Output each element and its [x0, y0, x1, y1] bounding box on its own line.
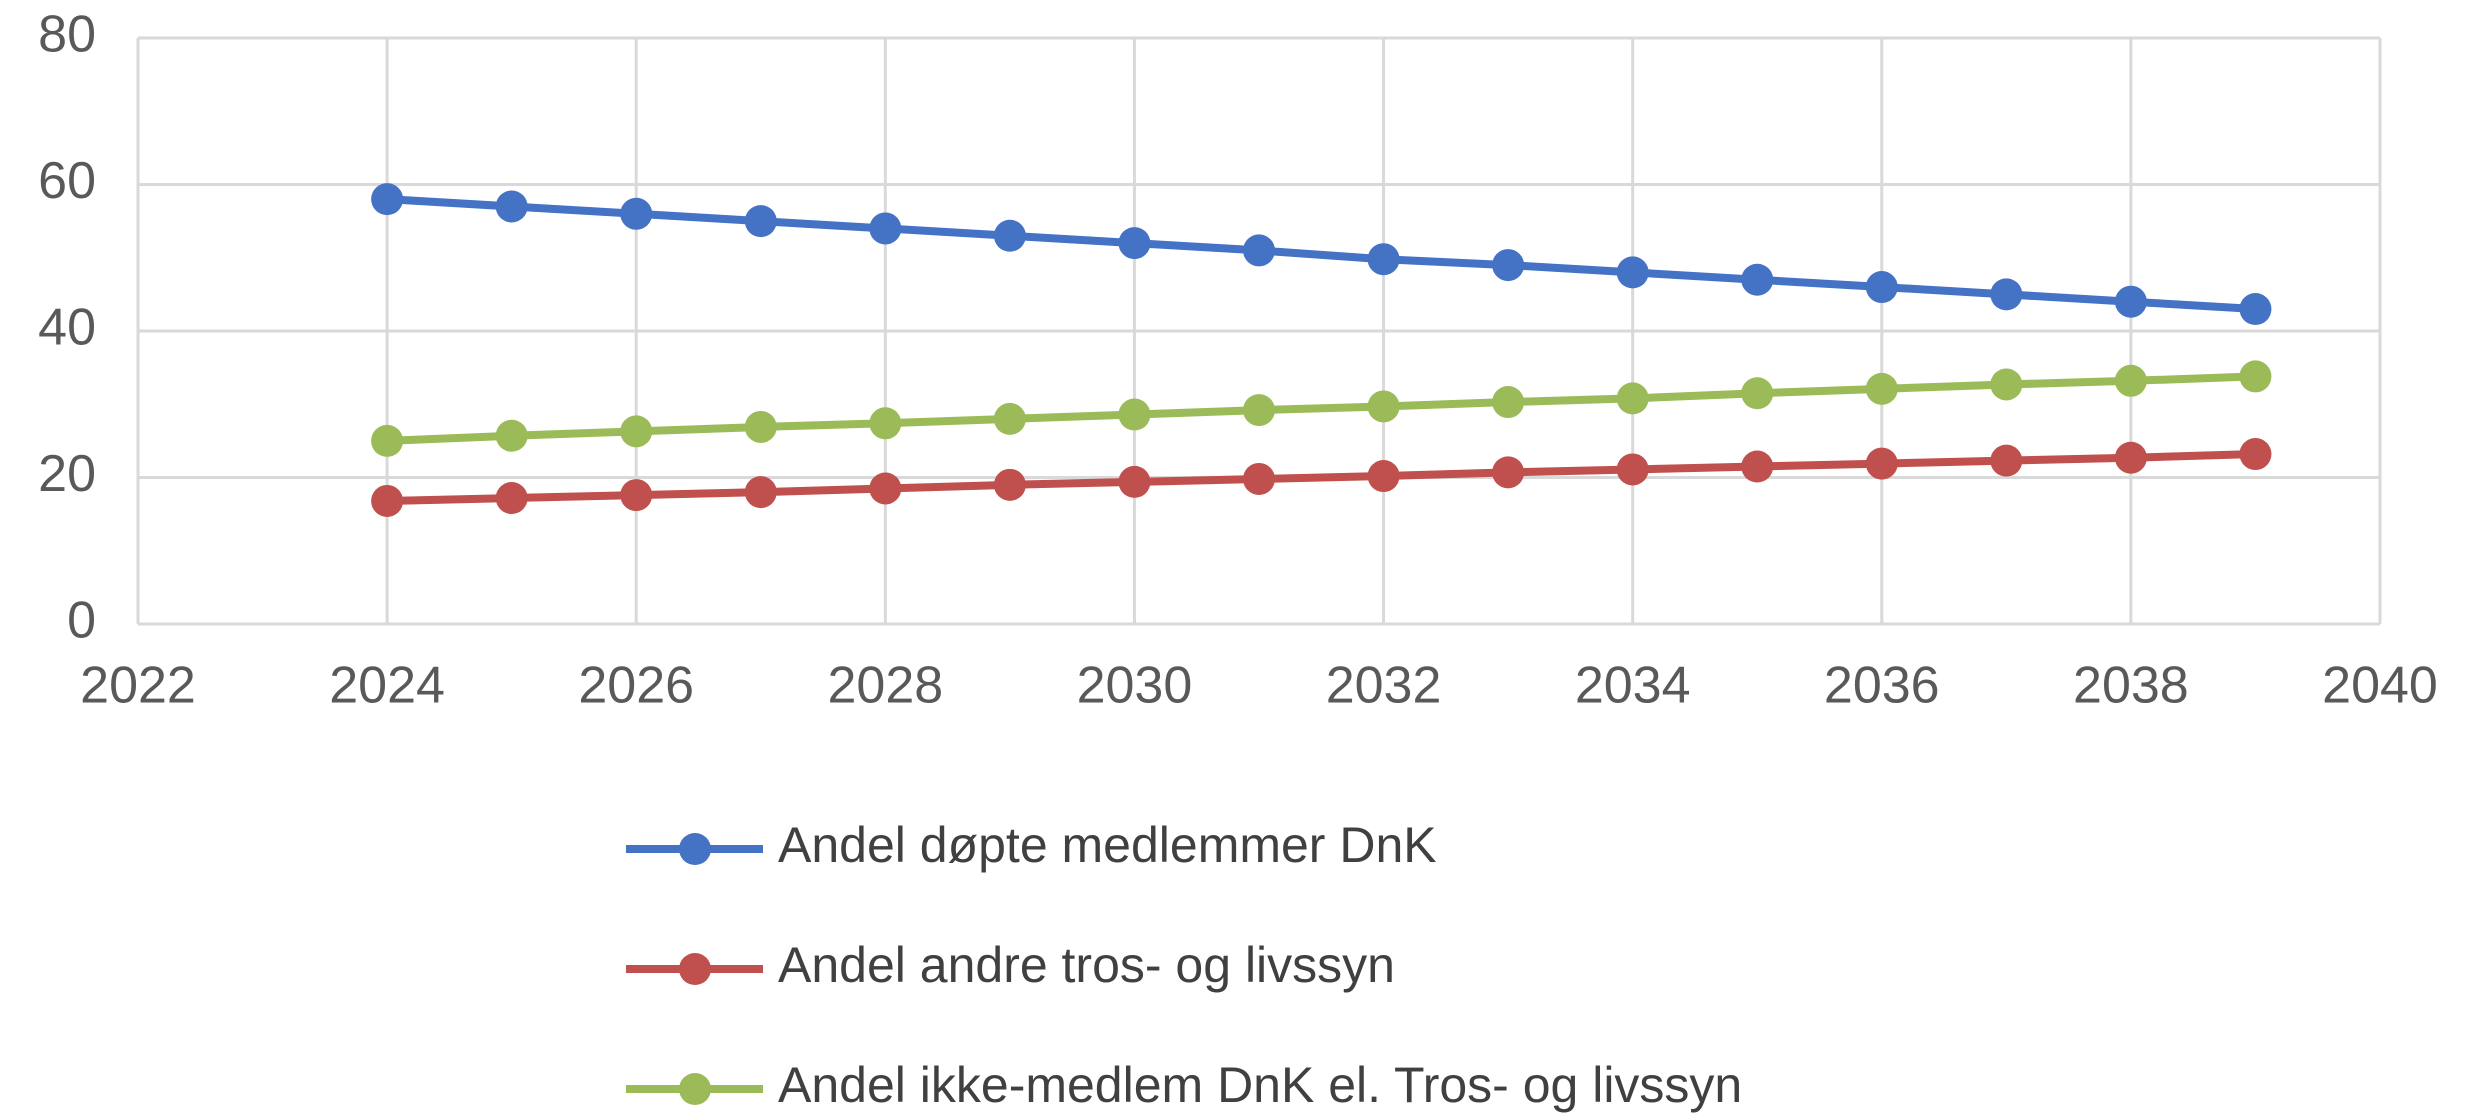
data-point [1118, 465, 1151, 498]
data-point [1492, 456, 1525, 489]
data-point [1243, 234, 1275, 267]
x-tick-label: 2030 [1077, 657, 1193, 715]
x-tick-label: 2028 [827, 657, 943, 715]
data-point [869, 472, 902, 505]
y-tick-label: 80 [38, 6, 96, 64]
data-point [744, 476, 777, 509]
data-point [371, 424, 404, 457]
data-point [1616, 382, 1649, 415]
data-point [1118, 398, 1151, 431]
data-point [869, 212, 902, 245]
data-point [1367, 243, 1400, 276]
data-point [371, 183, 404, 216]
data-point [1990, 444, 2023, 477]
series-line [386, 372, 2256, 445]
data-point [495, 482, 528, 515]
data-point [1741, 263, 1774, 296]
data-point [2114, 441, 2147, 474]
data-point [1741, 377, 1774, 410]
data-point [1367, 390, 1400, 423]
x-tick-label: 2032 [1326, 657, 1442, 715]
data-point [993, 402, 1026, 435]
data-point [1990, 278, 2023, 311]
data-point [993, 219, 1026, 252]
data-point [1865, 447, 1898, 480]
legend-marker [679, 1073, 711, 1105]
x-tick-label: 2038 [2073, 657, 2189, 715]
data-point [993, 468, 1026, 501]
data-point [744, 205, 777, 238]
data-point [495, 419, 528, 452]
legend-label: Andel ikke-medlem DnK el. Tros- og livss… [778, 1057, 1742, 1113]
data-point [1367, 460, 1400, 493]
series-line [386, 195, 2256, 314]
data-point [1492, 249, 1525, 282]
series-line [387, 450, 2256, 505]
data-point [1616, 453, 1649, 486]
data-point [495, 190, 528, 223]
x-tick-label: 2036 [1824, 657, 1940, 715]
data-point [2114, 364, 2147, 397]
y-tick-label: 0 [67, 592, 96, 650]
data-point [2114, 285, 2147, 318]
legend-label: Andel døpte medlemmer DnK [778, 817, 1437, 873]
data-point [2239, 293, 2272, 326]
data-point [1865, 271, 1898, 304]
data-point [371, 484, 404, 517]
data-point [2239, 360, 2272, 393]
y-tick-label: 40 [38, 299, 96, 357]
data-point [2239, 438, 2272, 471]
legend-label: Andel andre tros- og livssyn [778, 937, 1395, 993]
legend-marker [679, 833, 711, 865]
y-tick-label: 60 [38, 152, 96, 210]
data-point [744, 410, 777, 443]
x-tick-label: 2026 [578, 657, 694, 715]
data-point [1492, 386, 1525, 419]
data-point [1243, 394, 1275, 427]
data-point [1741, 450, 1774, 483]
data-point [1243, 462, 1275, 495]
data-point [1118, 227, 1151, 260]
data-point [1616, 256, 1649, 289]
data-point [869, 407, 902, 440]
data-point [1865, 372, 1898, 405]
data-point [1990, 368, 2023, 401]
data-point [620, 415, 653, 448]
x-tick-label: 2040 [2322, 657, 2438, 715]
data-point [620, 197, 653, 230]
data-point [620, 479, 653, 512]
x-tick-label: 2022 [80, 657, 196, 715]
x-tick-label: 2034 [1575, 657, 1691, 715]
legend-marker [679, 953, 711, 985]
x-tick-label: 2024 [329, 657, 445, 715]
y-tick-label: 20 [38, 445, 96, 503]
